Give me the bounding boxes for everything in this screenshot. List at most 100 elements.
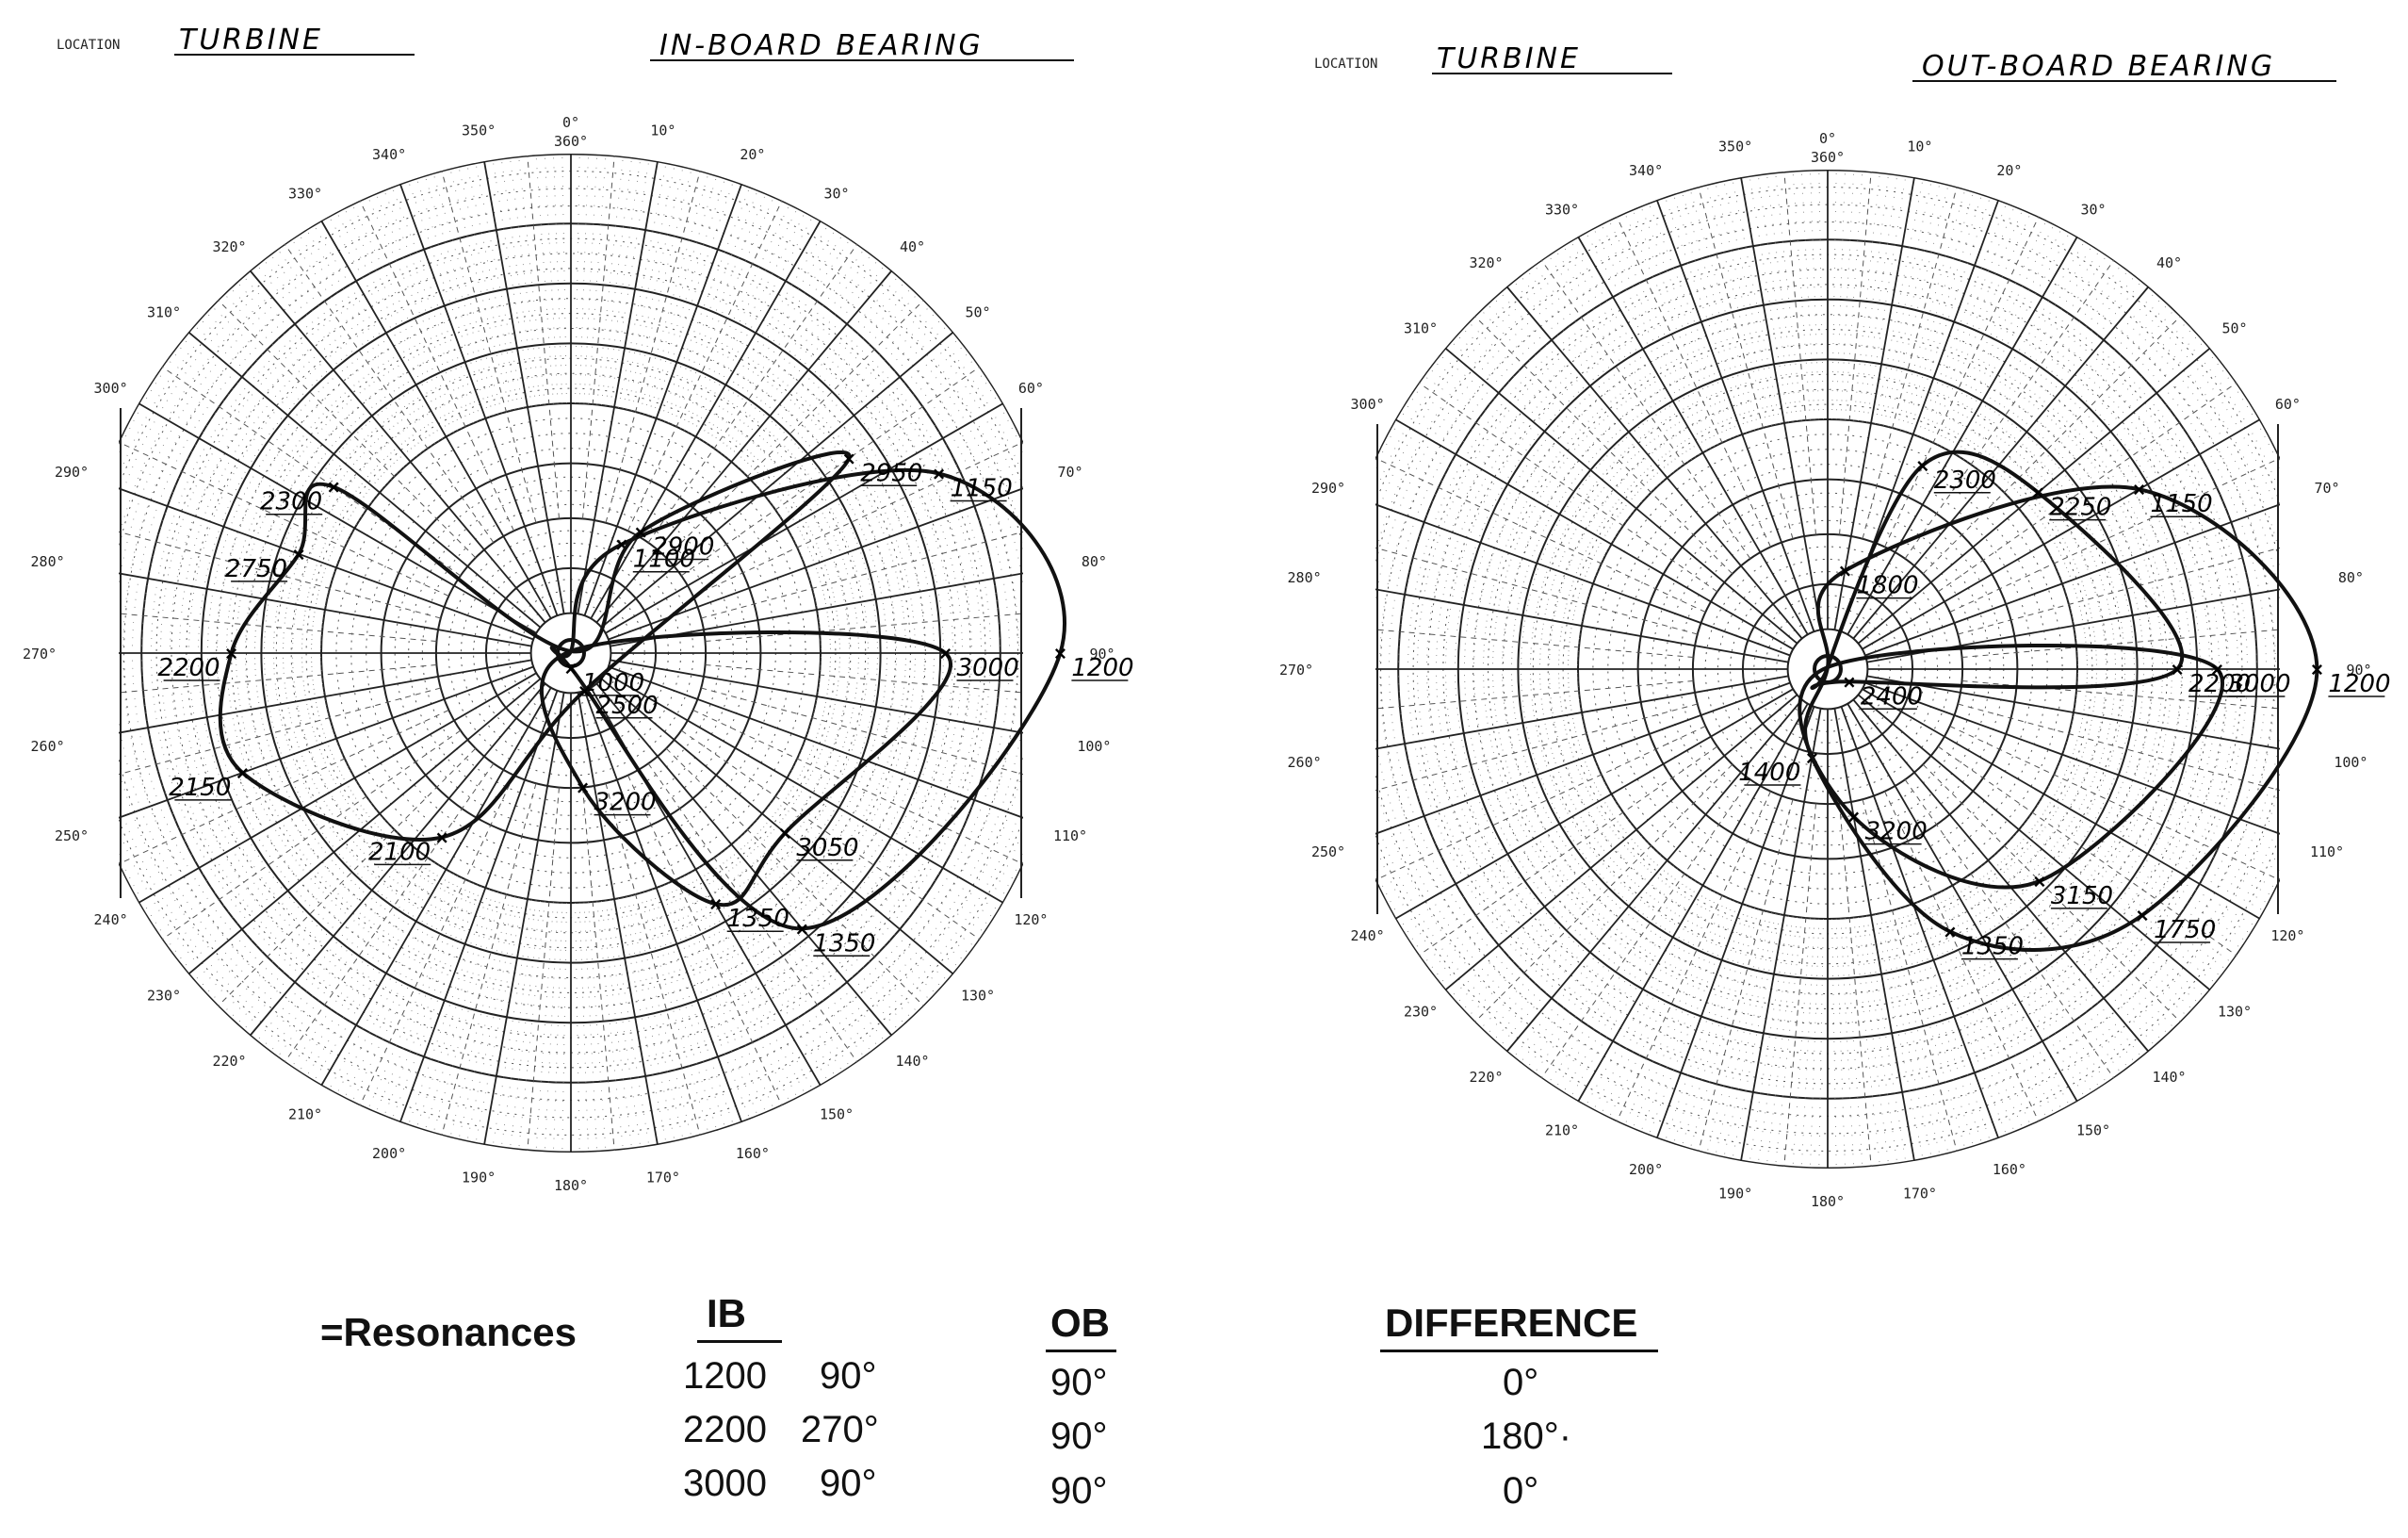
- grid-fine-spoke: [789, 410, 1008, 532]
- grid-fine-spoke: [1648, 203, 1739, 436]
- angle-label: 230°: [147, 988, 181, 1005]
- grid-fine-spoke: [2015, 832, 2205, 998]
- grid-fine-spoke: [1810, 170, 1820, 420]
- data-point-label: 2150: [169, 774, 231, 802]
- grid-fine-spoke: [1665, 905, 1748, 1142]
- grid-fine-spoke: [779, 380, 990, 518]
- inboard-polar-chart: 0° 10° 20° 30° 40° 50° 60° 70° 80° 90° 100° 110° 120…: [23, 24, 1134, 1194]
- grid-fine-spoke: [2066, 742, 2280, 816]
- grid-fine-spoke: [2052, 450, 2277, 561]
- grid-fine-spoke: [2064, 514, 2280, 593]
- grid-fine-spoke: [721, 852, 872, 1053]
- grid-spoke: [1655, 706, 1815, 1139]
- grid-fine-spoke: [1399, 797, 1615, 927]
- row-ob: 90°: [1050, 1415, 1108, 1457]
- grid-spoke: [1473, 315, 1733, 575]
- grid-fine-spoke: [779, 788, 990, 926]
- grid-fine-spoke: [1375, 556, 1585, 614]
- grid-fine-spoke: [2047, 786, 2270, 905]
- grid-fine-spoke: [1904, 193, 1983, 433]
- grid-fine-spoke: [553, 902, 563, 1153]
- row-ob: 90°: [1050, 1362, 1108, 1403]
- grid-fine-spoke: [1375, 573, 1583, 622]
- grid-fine-spoke: [1428, 819, 1629, 971]
- grid-fine-spoke: [1375, 590, 1582, 630]
- grid-spoke: [161, 729, 462, 941]
- grid-fine-spoke: [1468, 842, 1649, 1017]
- grid-spoke: [680, 366, 981, 577]
- grid-fine-spoke: [802, 466, 1023, 561]
- grid-fine-spoke: [626, 896, 684, 1140]
- grid-fine-spoke: [789, 774, 1008, 896]
- angle-label: 200°: [372, 1145, 406, 1162]
- grid-fine-spoke: [1375, 531, 1588, 601]
- grid-fine-spoke: [688, 211, 806, 434]
- grid-spoke: [119, 609, 437, 642]
- grid-fine-spoke: [2073, 573, 2280, 622]
- grid-fine-spoke: [668, 192, 767, 424]
- grid-spoke: [119, 481, 534, 641]
- grid-spoke: [1847, 703, 2078, 1103]
- grid-fine-spoke: [1956, 882, 2086, 1098]
- grid-fine-spoke: [119, 635, 322, 646]
- grid-fine-spoke: [1375, 681, 1579, 696]
- grid-fine-spoke: [717, 248, 865, 451]
- angle-label-360: 360°: [554, 133, 588, 150]
- grid-fine-spoke: [782, 785, 995, 919]
- grid-fine-spoke: [1375, 482, 1597, 577]
- grid-fine-spoke: [134, 774, 353, 896]
- grid-fine-spoke: [622, 897, 675, 1142]
- location-label: LOCATION: [1314, 57, 1377, 72]
- grid-fine-spoke: [1408, 804, 1619, 942]
- grid-fine-spoke: [1831, 170, 1837, 420]
- series-curve: [1810, 450, 2185, 690]
- grid-fine-spoke: [1404, 403, 1617, 537]
- grid-fine-spoke: [1640, 900, 1735, 1133]
- grid-spoke: [1577, 703, 1809, 1103]
- grid-fine-spoke: [2055, 770, 2280, 873]
- grid-fine-spoke: [230, 835, 401, 1019]
- grid-spoke: [1783, 171, 1816, 535]
- grid-fine-spoke: [211, 826, 392, 1001]
- grid-spoke: [608, 481, 1023, 641]
- grid-spoke: [187, 678, 542, 975]
- data-point-label: 2100: [368, 838, 431, 866]
- grid-fine-spoke: [1562, 245, 1696, 458]
- grid-fine-spoke: [1520, 865, 1675, 1063]
- row-ib: 270°: [801, 1409, 879, 1450]
- grid-fine-spoke: [335, 211, 454, 434]
- grid-fine-spoke: [1792, 171, 1811, 420]
- grid-fine-spoke: [815, 704, 1023, 758]
- grid-fine-spoke: [1404, 801, 1617, 935]
- angle-label: 140°: [2152, 1069, 2186, 1086]
- grid-spoke: [595, 270, 893, 624]
- grid-fine-spoke: [683, 207, 798, 432]
- series-curve: [549, 468, 1066, 931]
- grid-fine-spoke: [1375, 766, 1599, 865]
- grid-fine-spoke: [1944, 889, 2063, 1111]
- grid-fine-spoke: [2034, 808, 2242, 949]
- grid-spoke: [1904, 259, 2115, 560]
- data-point-label: 3000: [957, 654, 1019, 682]
- grid-fine-spoke: [1513, 280, 1671, 476]
- data-point-marker: ×: [2137, 904, 2149, 927]
- grid-fine-spoke: [391, 886, 482, 1120]
- grid-spoke: [1833, 176, 1915, 630]
- grid-fine-spoke: [806, 733, 1023, 816]
- grid-fine-spoke: [1434, 822, 1632, 977]
- grid-fine-spoke: [1984, 862, 2142, 1058]
- grid-fine-spoke: [2074, 703, 2280, 740]
- grid-fine-spoke: [298, 861, 436, 1072]
- grid-fine-spoke: [807, 498, 1023, 577]
- grid-fine-spoke: [1800, 170, 1815, 420]
- grid-fine-spoke: [119, 644, 322, 649]
- angle-label: 210°: [1545, 1121, 1579, 1138]
- data-point-label: 2500: [596, 692, 659, 720]
- grid-spoke: [1884, 791, 2040, 1122]
- grid-fine-spoke: [1681, 191, 1755, 431]
- grid-spoke: [577, 160, 659, 614]
- grid-fine-spoke: [1818, 918, 1824, 1169]
- grid-fine-spoke: [740, 287, 912, 471]
- grid-fine-spoke: [500, 900, 537, 1148]
- angle-label: 330°: [288, 186, 322, 203]
